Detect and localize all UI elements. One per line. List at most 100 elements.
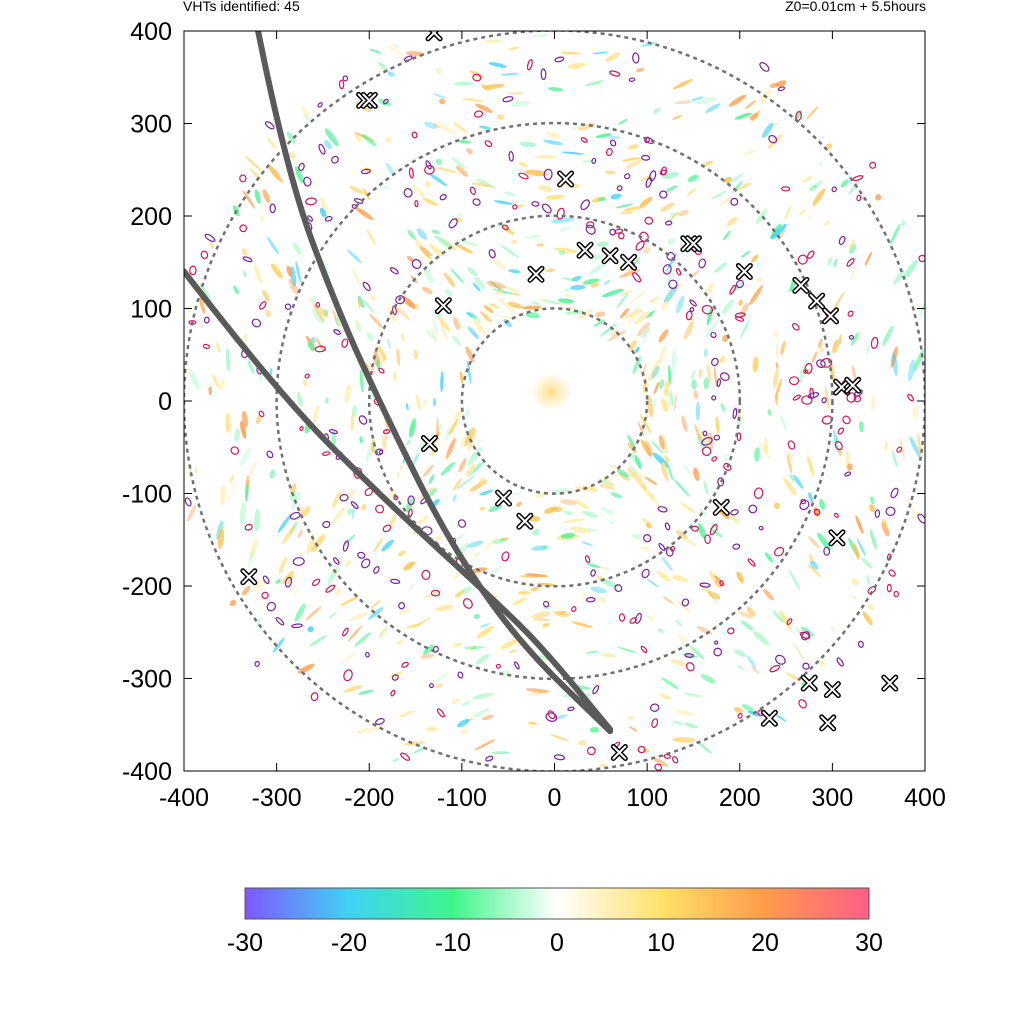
vorticity-contour	[907, 393, 915, 402]
field-streak	[347, 508, 354, 515]
field-streak	[544, 506, 558, 514]
field-streak	[585, 650, 599, 654]
field-streak	[552, 488, 570, 495]
field-streak	[918, 300, 925, 321]
field-streak	[454, 217, 463, 223]
field-streak	[366, 723, 386, 733]
field-streak	[347, 488, 356, 499]
field-streak	[746, 606, 756, 617]
field-streak	[504, 191, 516, 197]
vorticity-contour	[341, 338, 349, 348]
field-streak	[435, 604, 454, 612]
field-streak	[497, 297, 515, 312]
vorticity-contour	[230, 446, 240, 455]
vorticity-contour	[704, 534, 711, 545]
field-streak	[451, 156, 466, 169]
field-streak	[681, 415, 688, 432]
field-streak	[312, 404, 319, 427]
vorticity-contour	[886, 583, 892, 593]
field-streak	[478, 477, 486, 485]
vorticity-contour	[375, 504, 385, 514]
field-streak	[563, 293, 573, 298]
field-streak	[909, 436, 921, 458]
field-streak	[516, 501, 523, 507]
field-streak	[453, 316, 460, 331]
field-streak	[892, 352, 898, 377]
vorticity-contour	[592, 685, 600, 695]
field-streak	[503, 285, 521, 294]
field-streak	[695, 401, 701, 421]
field-streak	[751, 254, 759, 263]
field-streak	[512, 597, 527, 606]
field-streak	[188, 466, 192, 478]
field-streak	[475, 653, 490, 665]
field-streak	[713, 366, 718, 388]
field-streak	[617, 118, 628, 125]
vorticity-contour	[672, 756, 679, 764]
vorticity-contour	[716, 378, 721, 388]
field-streak	[734, 112, 752, 120]
field-streak	[423, 268, 434, 284]
field-streak	[653, 757, 669, 767]
field-streak	[707, 590, 720, 600]
vorticity-contour	[457, 671, 464, 679]
vorticity-contour	[305, 197, 317, 206]
field-streak	[661, 398, 668, 413]
field-streak	[208, 386, 212, 396]
field-streak	[648, 296, 660, 303]
field-streak	[627, 304, 641, 325]
field-streak	[424, 590, 442, 599]
vorticity-contour	[408, 167, 414, 179]
field-streak	[458, 458, 467, 473]
field-streak	[354, 133, 362, 143]
field-streak	[422, 399, 427, 406]
field-streak	[618, 269, 641, 278]
vorticity-contour	[701, 304, 714, 315]
field-streak	[696, 625, 713, 635]
field-streak	[432, 398, 437, 407]
vorticity-contour	[586, 221, 595, 229]
field-streak	[658, 435, 665, 450]
vorticity-contour	[801, 631, 810, 641]
vorticity-contour	[641, 568, 650, 579]
vorticity-contour	[244, 523, 253, 531]
vorticity-contour	[874, 509, 881, 518]
storm-track	[184, 268, 614, 733]
field-streak	[703, 480, 709, 495]
field-streak	[604, 170, 616, 175]
field-streak	[319, 207, 327, 218]
field-streak	[499, 537, 509, 541]
field-streak	[819, 499, 825, 510]
field-streak	[688, 314, 694, 325]
field-streak	[381, 539, 394, 552]
field-streak	[789, 473, 795, 482]
vorticity-contour	[685, 662, 695, 672]
field-streak	[630, 465, 638, 476]
field-streak	[662, 461, 667, 472]
field-streak	[577, 739, 587, 746]
field-streak	[536, 243, 544, 247]
field-streak	[312, 308, 324, 325]
field-streak	[813, 180, 823, 188]
field-streak	[457, 140, 471, 144]
field-streak	[665, 185, 678, 193]
field-streak	[294, 588, 298, 595]
field-streak	[550, 217, 575, 224]
field-streak	[787, 451, 793, 461]
field-streak	[456, 589, 465, 596]
field-streak	[682, 692, 703, 698]
field-streak	[290, 483, 297, 495]
field-streak	[467, 326, 480, 340]
field-streak	[660, 202, 675, 212]
field-streak	[334, 587, 342, 597]
vorticity-contour	[668, 279, 678, 290]
field-streak	[630, 288, 649, 304]
vorticity-contour	[623, 173, 631, 180]
field-streak	[714, 575, 725, 586]
vorticity-contour	[403, 188, 413, 198]
vorticity-contour	[768, 134, 778, 144]
field-streak	[474, 551, 481, 558]
field-streak	[368, 48, 382, 54]
field-streak	[244, 155, 262, 172]
vorticity-contour	[333, 329, 341, 335]
